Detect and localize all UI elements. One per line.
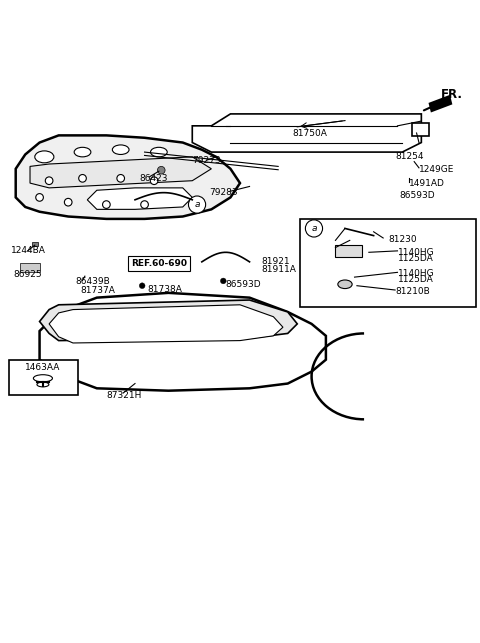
Text: REF.60-690: REF.60-690 [131,259,187,268]
Text: 87321H: 87321H [107,391,142,400]
Circle shape [139,283,145,289]
Circle shape [141,201,148,208]
Text: 1140HG: 1140HG [397,248,434,257]
Text: 1249GE: 1249GE [419,165,455,174]
Text: 1491AD: 1491AD [409,179,445,188]
Text: a: a [311,224,317,233]
Circle shape [150,177,158,185]
Text: 79273: 79273 [192,156,221,165]
Text: FR.: FR. [441,88,462,102]
Bar [412,123,429,136]
Bar [33,242,38,246]
Ellipse shape [37,382,49,387]
Polygon shape [39,300,297,341]
Circle shape [79,174,86,182]
FancyBboxPatch shape [9,359,78,395]
FancyBboxPatch shape [300,219,476,307]
Polygon shape [49,305,283,343]
Polygon shape [16,136,240,219]
Bar [21,263,39,273]
Circle shape [64,199,72,206]
Text: 86593D: 86593D [226,280,261,289]
Text: 1125DA: 1125DA [397,275,433,284]
Ellipse shape [35,151,54,163]
Circle shape [220,278,226,284]
Ellipse shape [34,375,52,382]
Text: 1244BA: 1244BA [11,246,46,255]
Circle shape [157,167,165,174]
Text: 81921: 81921 [262,257,290,266]
Text: 81230: 81230 [388,235,417,244]
Text: 81738A: 81738A [147,285,182,294]
Polygon shape [39,293,326,391]
Text: 81911A: 81911A [262,264,296,273]
Ellipse shape [74,147,91,157]
FancyBboxPatch shape [128,256,190,271]
Text: 1125DA: 1125DA [397,253,433,262]
Circle shape [305,220,323,237]
Bar [336,245,362,257]
Circle shape [189,196,205,213]
Text: 81737A: 81737A [80,286,115,295]
Circle shape [45,177,53,185]
Polygon shape [429,95,452,113]
Polygon shape [30,157,211,188]
Ellipse shape [112,145,129,154]
Text: 79283: 79283 [209,188,238,197]
Polygon shape [192,114,421,152]
Circle shape [117,174,124,182]
Circle shape [103,201,110,208]
Text: 86423: 86423 [140,174,168,183]
Text: a: a [194,200,200,209]
Text: 86439B: 86439B [75,277,110,286]
Ellipse shape [151,147,167,157]
Text: 81750A: 81750A [292,129,327,138]
Text: 81254: 81254 [395,152,423,161]
Polygon shape [87,188,192,210]
Text: 86925: 86925 [13,270,42,279]
Ellipse shape [338,280,352,289]
Text: 81210B: 81210B [395,287,430,296]
Text: 1140HG: 1140HG [397,269,434,278]
Text: 86593D: 86593D [400,190,435,199]
Text: 1463AA: 1463AA [25,363,60,372]
Circle shape [36,194,43,201]
